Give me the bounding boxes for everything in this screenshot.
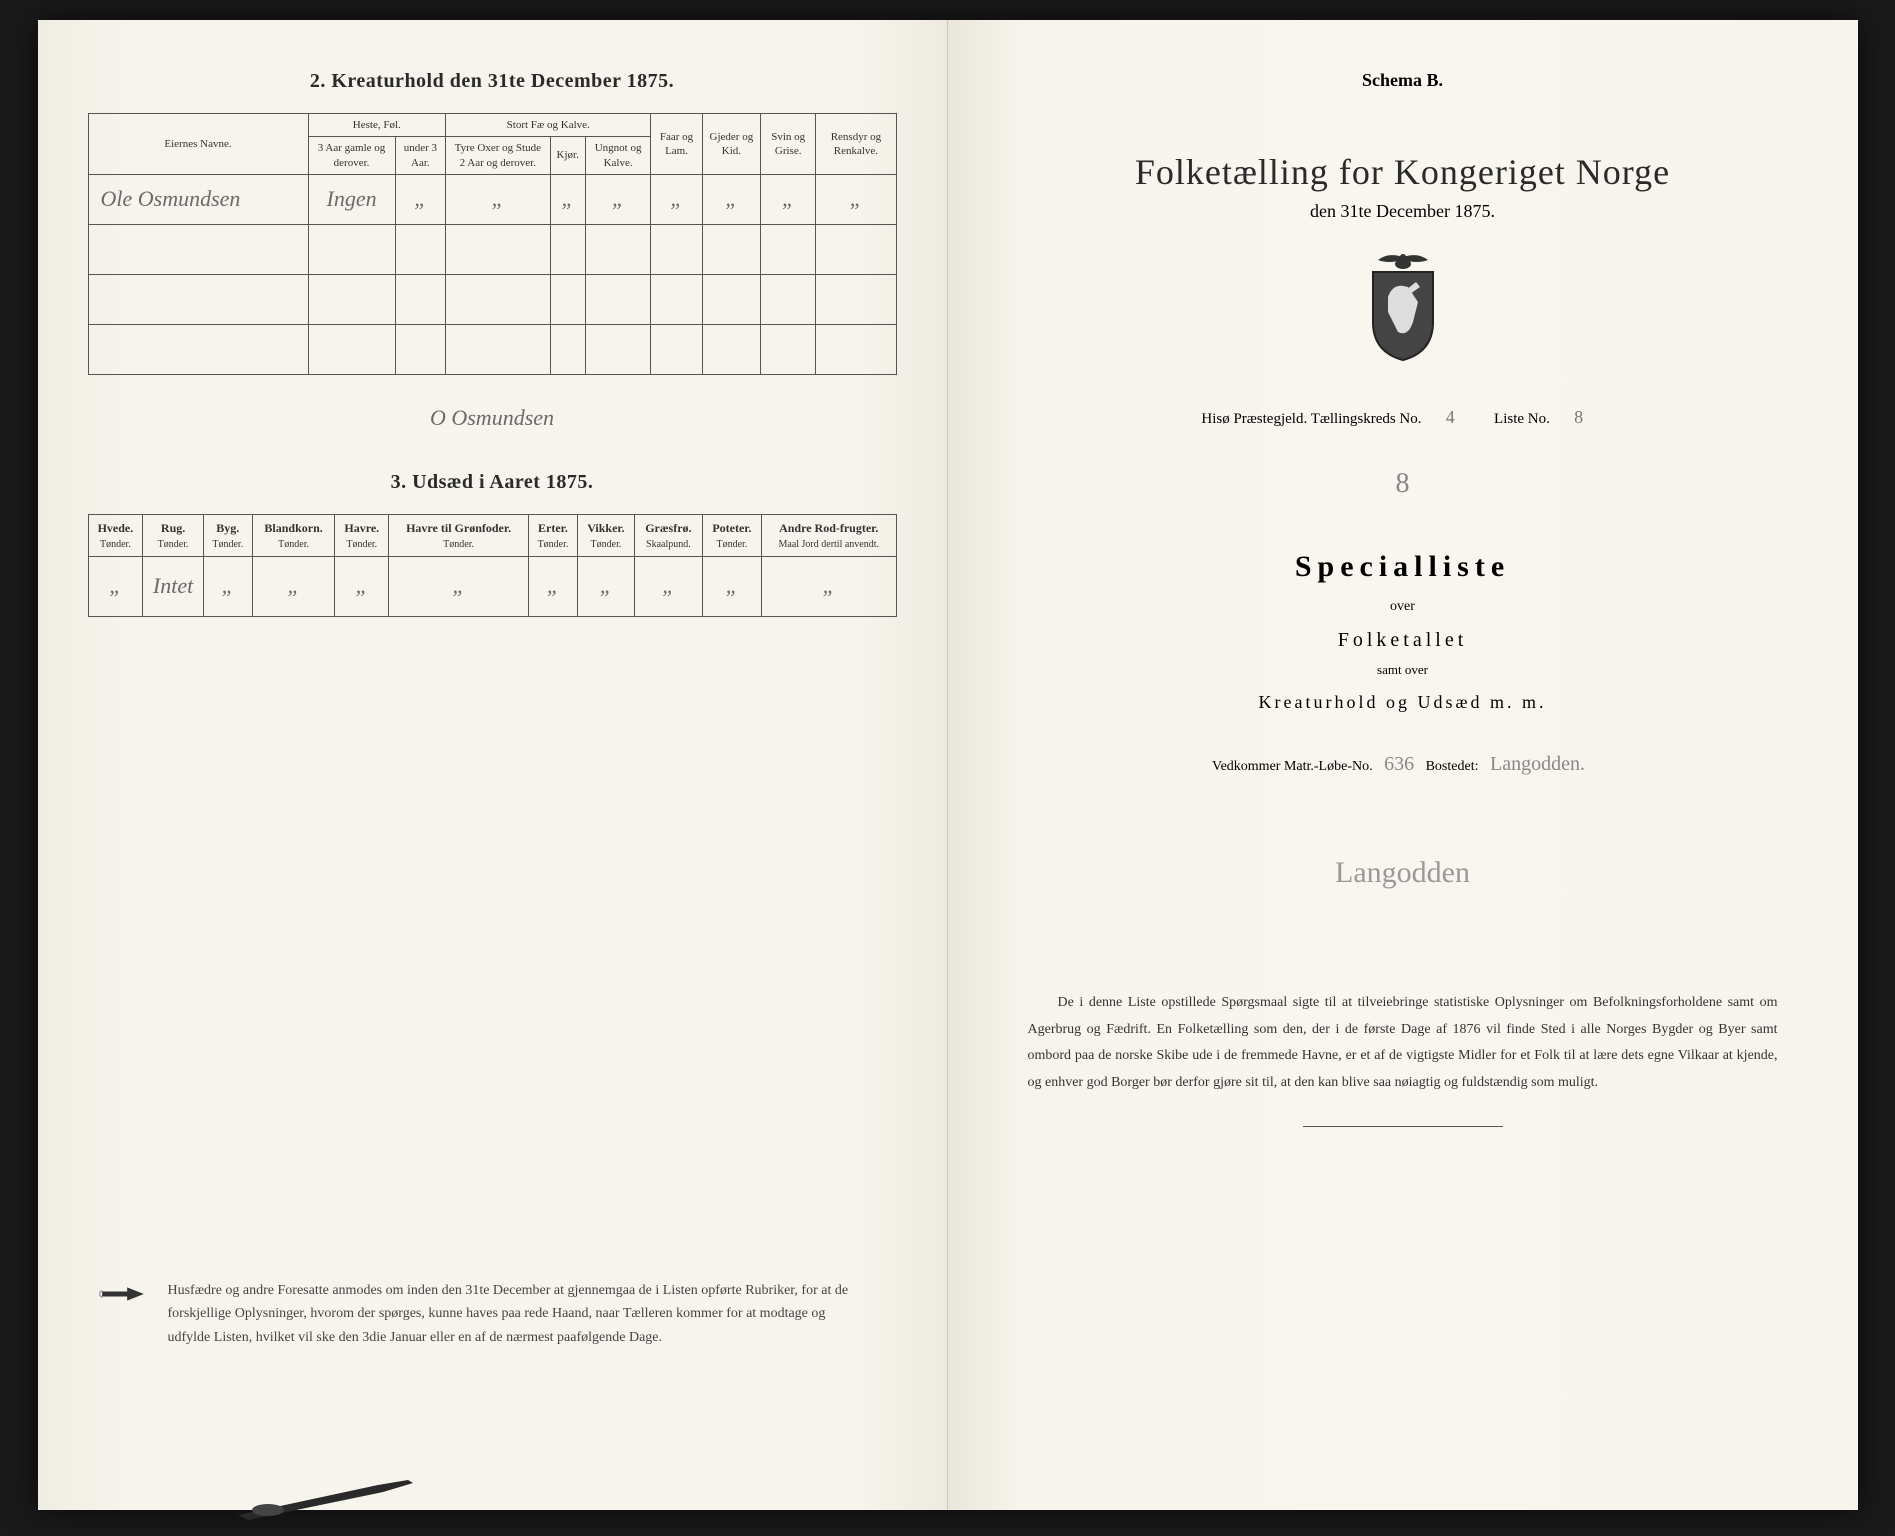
kreaturhold-label: Kreaturhold og Udsæd m. m.: [998, 692, 1808, 713]
col-pigs: Svin og Grise.: [761, 114, 816, 175]
seed-header-row: Hvede.Tønder. Rug.Tønder. Byg.Tønder. Bl…: [88, 514, 896, 556]
main-title: Folketælling for Kongeriget Norge: [998, 151, 1808, 193]
seed-col: Vikker.Tønder.: [577, 514, 634, 556]
section-3-title: 3. Udsæd i Aaret 1875.: [88, 471, 897, 494]
kreds-number: 4: [1425, 407, 1475, 428]
seed-col: Havre til Grønfoder.Tønder.: [389, 514, 529, 556]
book-spread: 2. Kreaturhold den 31te December 1875. E…: [38, 20, 1858, 1510]
seed-col: Erter.Tønder.: [529, 514, 578, 556]
center-handwritten-number: 8: [998, 468, 1808, 500]
cell-ditto: „: [395, 174, 446, 224]
col-cows: Kjør.: [550, 137, 585, 175]
seed-col: Græsfrø.Skaalpund.: [634, 514, 702, 556]
table-row: [88, 324, 896, 374]
cell-ditto: „: [651, 174, 702, 224]
folketallet-label: Folketallet: [998, 629, 1808, 652]
col-horse-under3: under 3 Aar.: [395, 137, 446, 175]
col-sheep: Faar og Lam.: [651, 114, 702, 175]
col-owner-name: Eiernes Navne.: [88, 114, 308, 175]
seed-table: Hvede.Tønder. Rug.Tønder. Byg.Tønder. Bl…: [88, 514, 897, 617]
cell-ditto: „: [550, 174, 585, 224]
col-horse-3plus: 3 Aar gamle og derover.: [308, 137, 395, 175]
seed-col: Havre.Tønder.: [335, 514, 389, 556]
table-row: Ole Osmundsen Ingen „ „ „ „ „ „ „ „: [88, 174, 896, 224]
bostedet-value: Langodden.: [1482, 753, 1593, 775]
seed-cell: „: [762, 556, 897, 616]
seed-col: Rug.Tønder.: [143, 514, 204, 556]
vedkommer-line: Vedkommer Matr.-Løbe-No. 636 Bostedet: L…: [998, 753, 1808, 776]
col-group-horses: Heste, Føl.: [308, 114, 446, 137]
seed-cell: „: [634, 556, 702, 616]
cell-ditto: „: [702, 174, 760, 224]
meta-line: Hisø Præstegjeld. Tællingskreds No. 4 Li…: [998, 407, 1808, 428]
cell-ditto: „: [761, 174, 816, 224]
seed-cell: „: [702, 556, 761, 616]
seed-cell: „: [88, 556, 143, 616]
samt-label: samt over: [998, 662, 1808, 678]
owner-name-value: Ole Osmundsen: [88, 174, 308, 224]
seed-col: Poteter.Tønder.: [702, 514, 761, 556]
col-calves: Ungnot og Kalve.: [585, 137, 651, 175]
bostedet-label: Bostedet:: [1426, 759, 1479, 774]
right-page: Schema B. Folketælling for Kongeriget No…: [948, 20, 1858, 1510]
over-label: over: [998, 599, 1808, 615]
seed-cell: „: [252, 556, 335, 616]
divider-line: [1303, 1126, 1503, 1127]
coat-of-arms-icon: [998, 252, 1808, 367]
livestock-table: Eiernes Navne. Heste, Føl. Stort Fæ og K…: [88, 113, 897, 375]
pointing-hand-icon: [98, 1279, 148, 1350]
right-footnote: De i denne Liste opstillede Spørgsmaal s…: [998, 990, 1808, 1096]
schema-label: Schema B.: [998, 70, 1808, 91]
seed-cell: „: [529, 556, 578, 616]
section-2-title: 2. Kreaturhold den 31te December 1875.: [88, 70, 897, 93]
seed-cell: „: [203, 556, 252, 616]
col-goats: Gjeder og Kid.: [702, 114, 760, 175]
footnote-text: Husfædre og andre Foresatte anmodes om i…: [168, 1279, 867, 1350]
col-bulls: Tyre Oxer og Stude 2 Aar og derover.: [446, 137, 550, 175]
cell-ditto: „: [816, 174, 896, 224]
seed-cell: „: [577, 556, 634, 616]
liste-label: Liste No.: [1494, 411, 1550, 427]
col-group-cattle: Stort Fæ og Kalve.: [446, 114, 651, 137]
table-row: [88, 224, 896, 274]
cell-ditto: „: [585, 174, 651, 224]
cell-value: Ingen: [308, 174, 395, 224]
signature: O Osmundsen: [88, 405, 897, 431]
seed-cell: Intet: [143, 556, 204, 616]
liste-number: 8: [1554, 407, 1604, 428]
seed-cell: „: [335, 556, 389, 616]
meta-prefix: Hisø Præstegjeld. Tællingskreds No.: [1201, 411, 1421, 427]
table-row: „ Intet „ „ „ „ „ „ „ „ „: [88, 556, 896, 616]
seed-col: Blandkorn.Tønder.: [252, 514, 335, 556]
table-row: [88, 274, 896, 324]
seed-col: Hvede.Tønder.: [88, 514, 143, 556]
seed-col: Byg.Tønder.: [203, 514, 252, 556]
vedk-prefix: Vedkommer Matr.-Løbe-No.: [1212, 759, 1373, 774]
specialliste-title: Specialliste: [998, 550, 1808, 584]
left-page: 2. Kreaturhold den 31te December 1875. E…: [38, 20, 948, 1510]
place-handwritten: Langodden: [998, 856, 1808, 890]
pen-object: [238, 1480, 418, 1520]
seed-col: Andre Rod-frugter.Maal Jord dertil anven…: [762, 514, 897, 556]
cell-ditto: „: [446, 174, 550, 224]
seed-cell: „: [389, 556, 529, 616]
matr-number: 636: [1376, 753, 1422, 775]
left-footnote: Husfædre og andre Foresatte anmodes om i…: [98, 1279, 867, 1350]
sub-title: den 31te December 1875.: [998, 201, 1808, 222]
col-reindeer: Rensdyr og Renkalve.: [816, 114, 896, 175]
